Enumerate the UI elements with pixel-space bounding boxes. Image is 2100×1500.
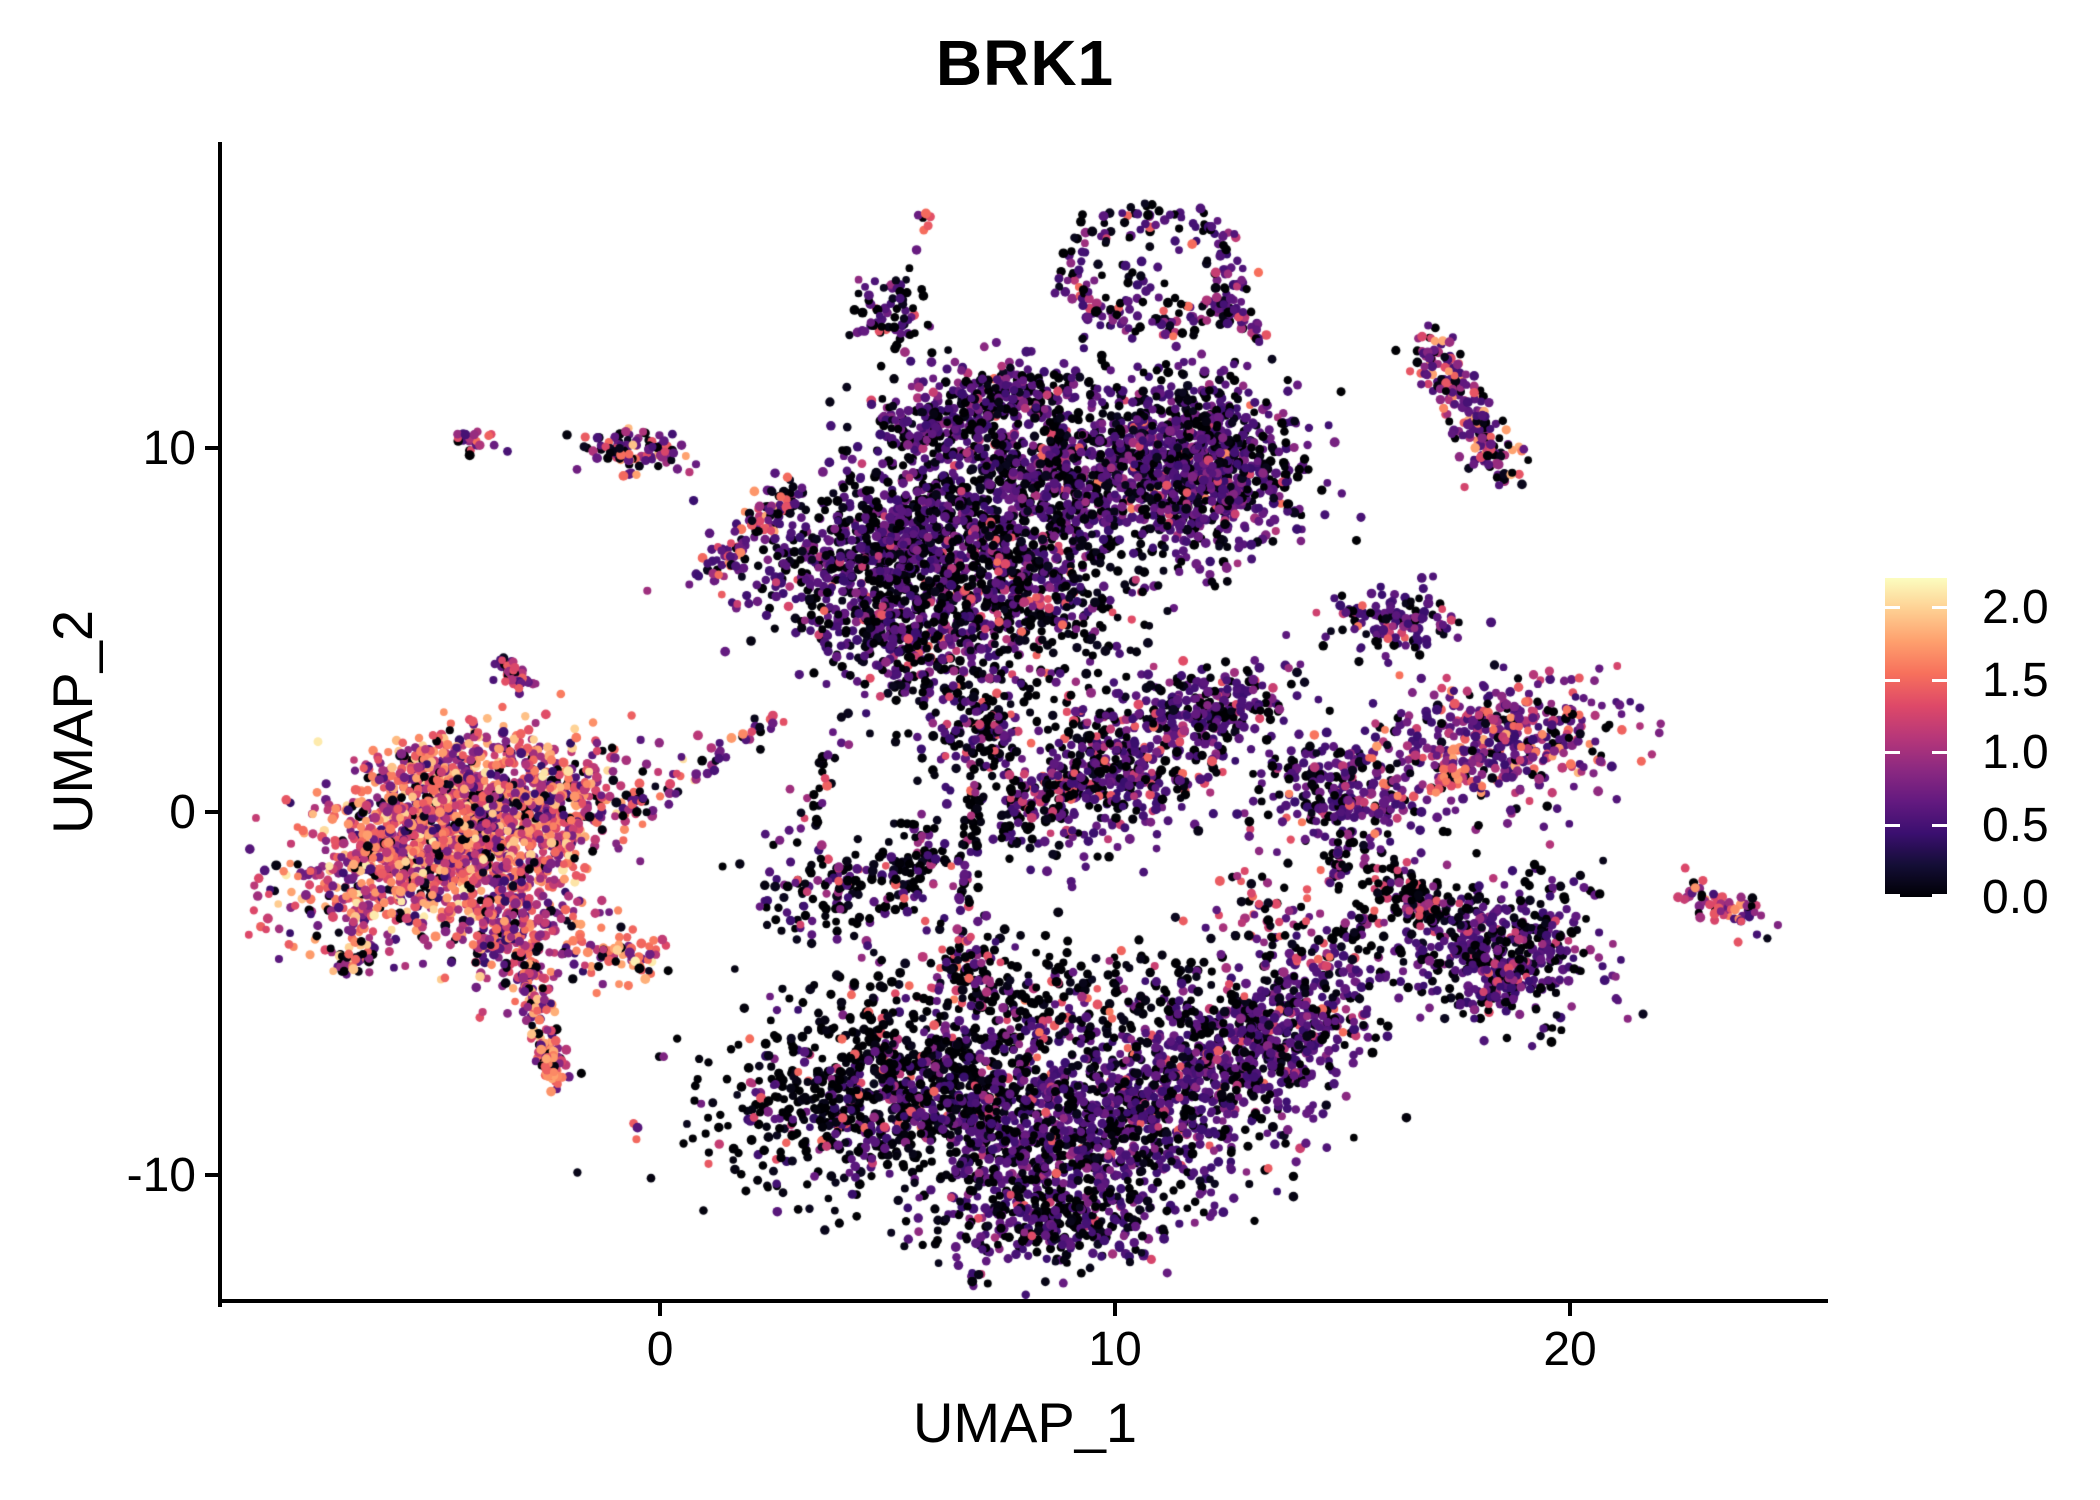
x-tick-label: 0 <box>646 1323 674 1376</box>
colorbar-tick-mark <box>1932 751 1947 754</box>
x-axis-title: UMAP_1 <box>912 1391 1138 1454</box>
colorbar-tick-label: 2.0 <box>1982 581 2049 634</box>
colorbar-gradient <box>1885 578 1947 897</box>
y-tick-mark <box>205 1173 218 1178</box>
colorbar-tick-mark <box>1885 751 1900 754</box>
colorbar-tick-mark <box>1885 678 1900 682</box>
x-tick-label: 20 <box>1543 1323 1597 1376</box>
colorbar-tick-label: 1.0 <box>1982 726 2049 779</box>
colorbar-tick-mark <box>1885 894 1900 897</box>
y-axis-title-text: UMAP_2 <box>41 609 104 835</box>
y-axis-line <box>218 142 222 1307</box>
y-tick-label: -10 <box>126 1149 196 1203</box>
x-tick-mark <box>1568 1303 1573 1316</box>
x-tick-mark <box>658 1303 663 1316</box>
y-tick-mark <box>205 809 218 814</box>
x-tick-label: 10 <box>1088 1323 1142 1376</box>
y-tick-mark <box>205 446 218 451</box>
scatter-points-canvas <box>222 142 1828 1303</box>
colorbar-tick-label: 1.5 <box>1982 653 2049 707</box>
y-tick-label: 10 <box>142 422 196 476</box>
colorbar-tick-label: 0.0 <box>1982 871 2049 924</box>
x-axis-line <box>218 1299 1828 1303</box>
colorbar-tick-mark <box>1932 678 1947 682</box>
colorbar-tick-mark <box>1885 823 1900 827</box>
y-tick-label: 0 <box>169 785 196 839</box>
colorbar-tick-label: 0.5 <box>1982 798 2049 852</box>
plot-title: BRK1 <box>935 27 1115 99</box>
plot-panel <box>222 142 1828 1303</box>
colorbar-tick-mark <box>1932 606 1947 609</box>
colorbar-tick-mark <box>1885 606 1900 609</box>
colorbar-tick-mark <box>1932 823 1947 827</box>
x-tick-mark <box>1113 1303 1118 1316</box>
colorbar-tick-mark <box>1932 894 1947 897</box>
